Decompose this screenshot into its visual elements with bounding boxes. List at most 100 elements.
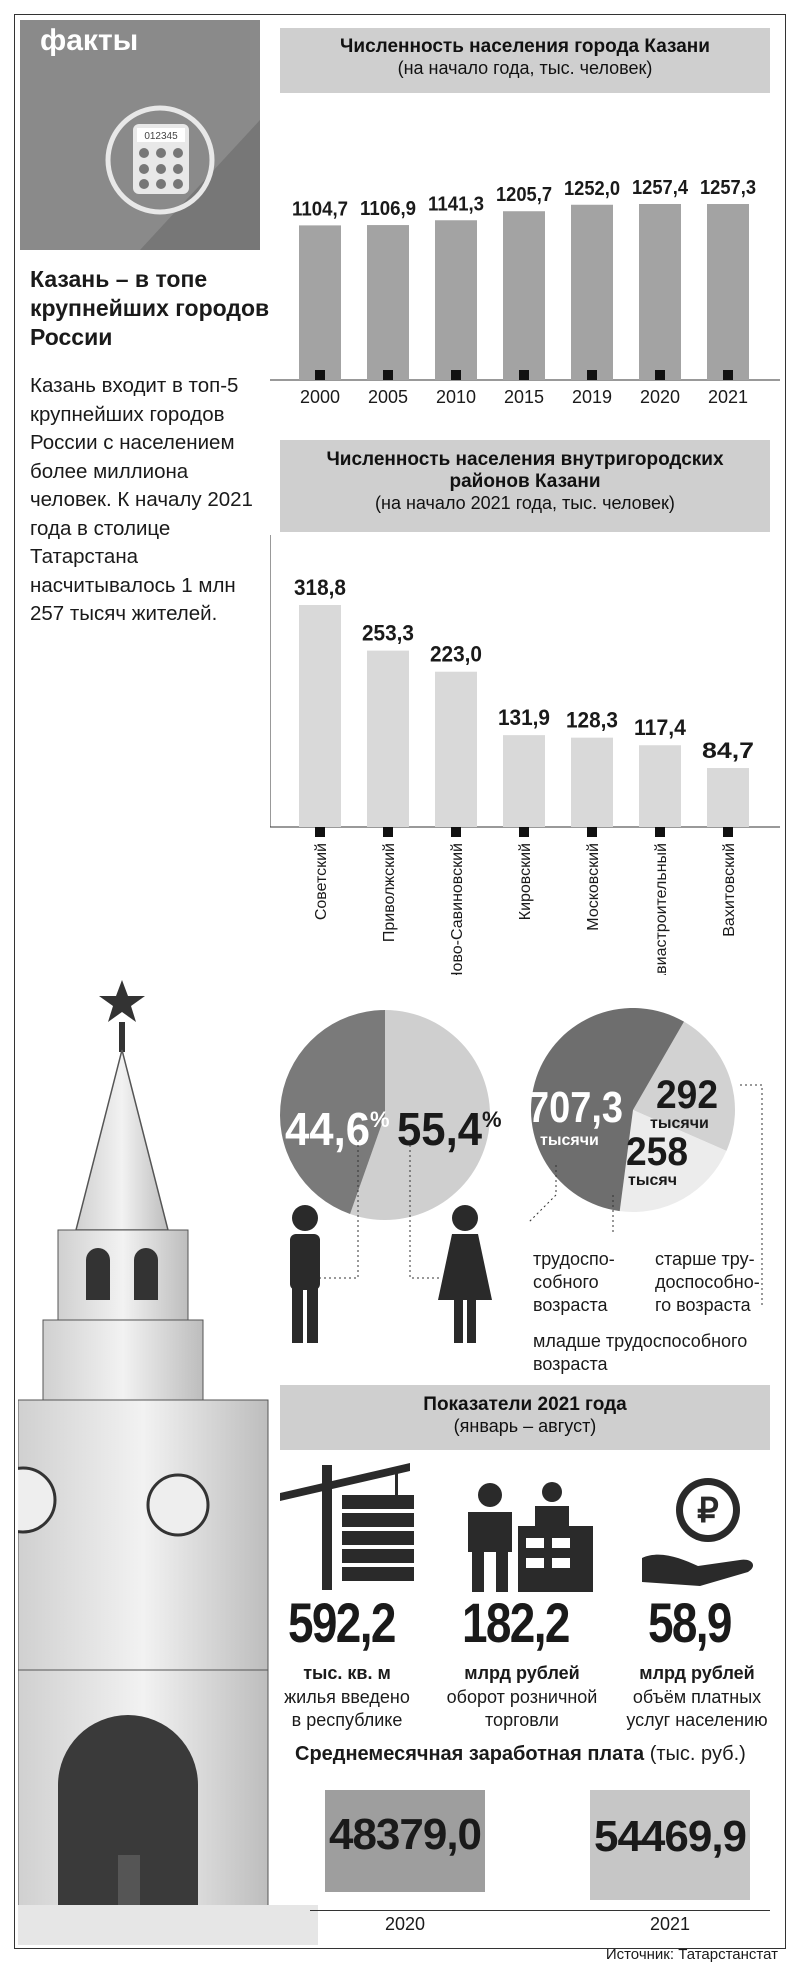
district-name-label: Ново-Савиновский (449, 843, 466, 975)
housing-desc: жилья введено в республике (284, 1687, 410, 1730)
population-value-label: 1252,0 (564, 178, 620, 200)
year-tick-label: 2010 (436, 387, 476, 407)
population-bar (435, 220, 477, 380)
ruble-hand-icon: ₽ (642, 1478, 754, 1586)
district-name-label: Вахитовский (721, 843, 738, 937)
younger-age-unit: тысяч (628, 1172, 677, 1189)
red-star-icon (99, 980, 145, 1022)
younger-age-value: 258 (626, 1130, 688, 1174)
gender-pie (279, 1010, 490, 1220)
working-age-value: 707,3 (528, 1083, 623, 1132)
infographic-frame (14, 14, 786, 1949)
calculator-display: 012345 (144, 131, 178, 142)
population-value-label: 1205,7 (496, 184, 552, 206)
older-age-value: 292 (656, 1073, 718, 1117)
population-value-label: 1104,7 (292, 198, 348, 220)
year-tick-label: 2015 (504, 387, 544, 407)
district-value-label: 117,4 (634, 715, 687, 740)
bar-marker (451, 827, 461, 837)
working-age-slice (531, 1008, 684, 1212)
bar-marker (315, 370, 325, 380)
housing-unit: тыс. кв. м (303, 1663, 391, 1683)
lead-title: Казань – в топе крупнейших городов Росси… (30, 266, 270, 350)
district-value-label: 253,3 (362, 621, 414, 646)
calculator-icon: 012345 (105, 105, 215, 215)
salary-title: Среднемесячная заработная плата (295, 1743, 645, 1765)
district-value-label: 131,9 (498, 705, 550, 730)
chart1-title: Численность населения города Казани (340, 36, 710, 57)
population-bar (639, 204, 681, 380)
age-section: 707,3 тысячи 292 тысячи 258 тысяч (527, 1008, 763, 1305)
salary-2021-value: 54469,9 (593, 1812, 747, 1861)
district-bar (367, 650, 409, 827)
district-name-label: Приволжский (381, 843, 398, 942)
female-slice (350, 1010, 490, 1220)
construction-crane-icon (280, 1463, 414, 1590)
population-bar (503, 211, 545, 380)
bar-marker (655, 827, 665, 837)
younger-age-slice (619, 1110, 727, 1212)
chart2-subtitle: (на начало 2021 года, тыс. человек) (375, 493, 675, 513)
bar-marker (519, 827, 529, 837)
services-unit: млрд рублей (639, 1663, 755, 1683)
district-bar (571, 737, 613, 827)
older-age-label: старше тру- доспособно- го возраста (655, 1249, 760, 1315)
district-value-label: 128,3 (566, 708, 618, 733)
district-bar (299, 605, 341, 827)
bar-marker (587, 370, 597, 380)
indicators-subtitle: (январь – август) (453, 1416, 597, 1436)
district-value-label: 223,0 (430, 642, 482, 667)
salary-heading: Среднемесячная заработная плата (тыс. ру… (295, 1743, 746, 1766)
services-value: 58,9 (648, 1591, 732, 1654)
indicators-header: Показатели 2021 года (январь – август) (280, 1385, 770, 1450)
chart1-subtitle: (на начало года, тыс. человек) (397, 58, 653, 78)
kazan-population-chart: 1104,7 2000 1106,9 2005 1141,3 2010 1205,7 2015… (270, 177, 780, 407)
badge-label: факты (40, 24, 138, 57)
district-bar (707, 768, 749, 827)
male-share-unit: % (370, 1107, 390, 1132)
indicators-title: Показатели 2021 года (423, 1394, 627, 1415)
bar-marker (315, 827, 325, 837)
bar-marker (451, 370, 461, 380)
tower-clock-left (18, 1466, 57, 1534)
district-value-label: 318,8 (294, 575, 346, 600)
female-share-unit: % (482, 1107, 502, 1132)
retail-desc: оборот розничной торговли (446, 1687, 598, 1730)
year-tick-label: 2019 (572, 387, 612, 407)
population-bar (707, 204, 749, 380)
chart2-title-line1: Численность населения внутригородских (326, 449, 724, 470)
year-tick-label: 2000 (300, 387, 340, 407)
age-pie (531, 1008, 735, 1212)
gender-section: 44,6 % 55,4 % (279, 1010, 502, 1343)
bar-marker (519, 370, 529, 380)
population-value-label: 1257,4 (632, 177, 689, 199)
chart2-title-line2: районов Казани (449, 471, 601, 492)
district-bar (435, 671, 477, 827)
kremlin-tower-illustration (18, 980, 318, 1945)
retail-value: 182,2 (462, 1591, 570, 1654)
bar-marker (723, 827, 733, 837)
bar-marker (383, 370, 393, 380)
male-icon (290, 1205, 320, 1343)
district-bar (639, 745, 681, 827)
svg-text:₽: ₽ (697, 1492, 719, 1530)
older-age-unit: тысячи (650, 1115, 709, 1132)
district-name-label: Авиастроительный (653, 843, 670, 975)
district-population-chart: 318,8 Советский 253,3 Приволжский 223,0 Ново-… (270, 535, 780, 975)
bar-marker (655, 370, 665, 380)
salary-2020-value: 48379,0 (328, 1810, 482, 1859)
district-bar (503, 735, 545, 827)
district-name-label: Московский (585, 843, 602, 931)
chart2-header: Численность населения внутригородских ра… (280, 440, 770, 532)
male-share-value: 44,6 (285, 1103, 370, 1155)
district-value-label: 84,7 (702, 738, 754, 763)
younger-age-label: младше трудоспособного возраста (533, 1331, 748, 1374)
services-desc: объём платных услуг населению (626, 1687, 768, 1730)
retail-shop-icon (468, 1482, 593, 1592)
chart1-header: Численность населения города Казани (на … (280, 28, 770, 93)
district-name-label: Советский (313, 843, 330, 920)
district-name-label: Кировский (517, 843, 534, 920)
male-slice (279, 1010, 385, 1215)
population-bar (571, 204, 613, 380)
working-age-unit: тысячи (540, 1132, 599, 1149)
